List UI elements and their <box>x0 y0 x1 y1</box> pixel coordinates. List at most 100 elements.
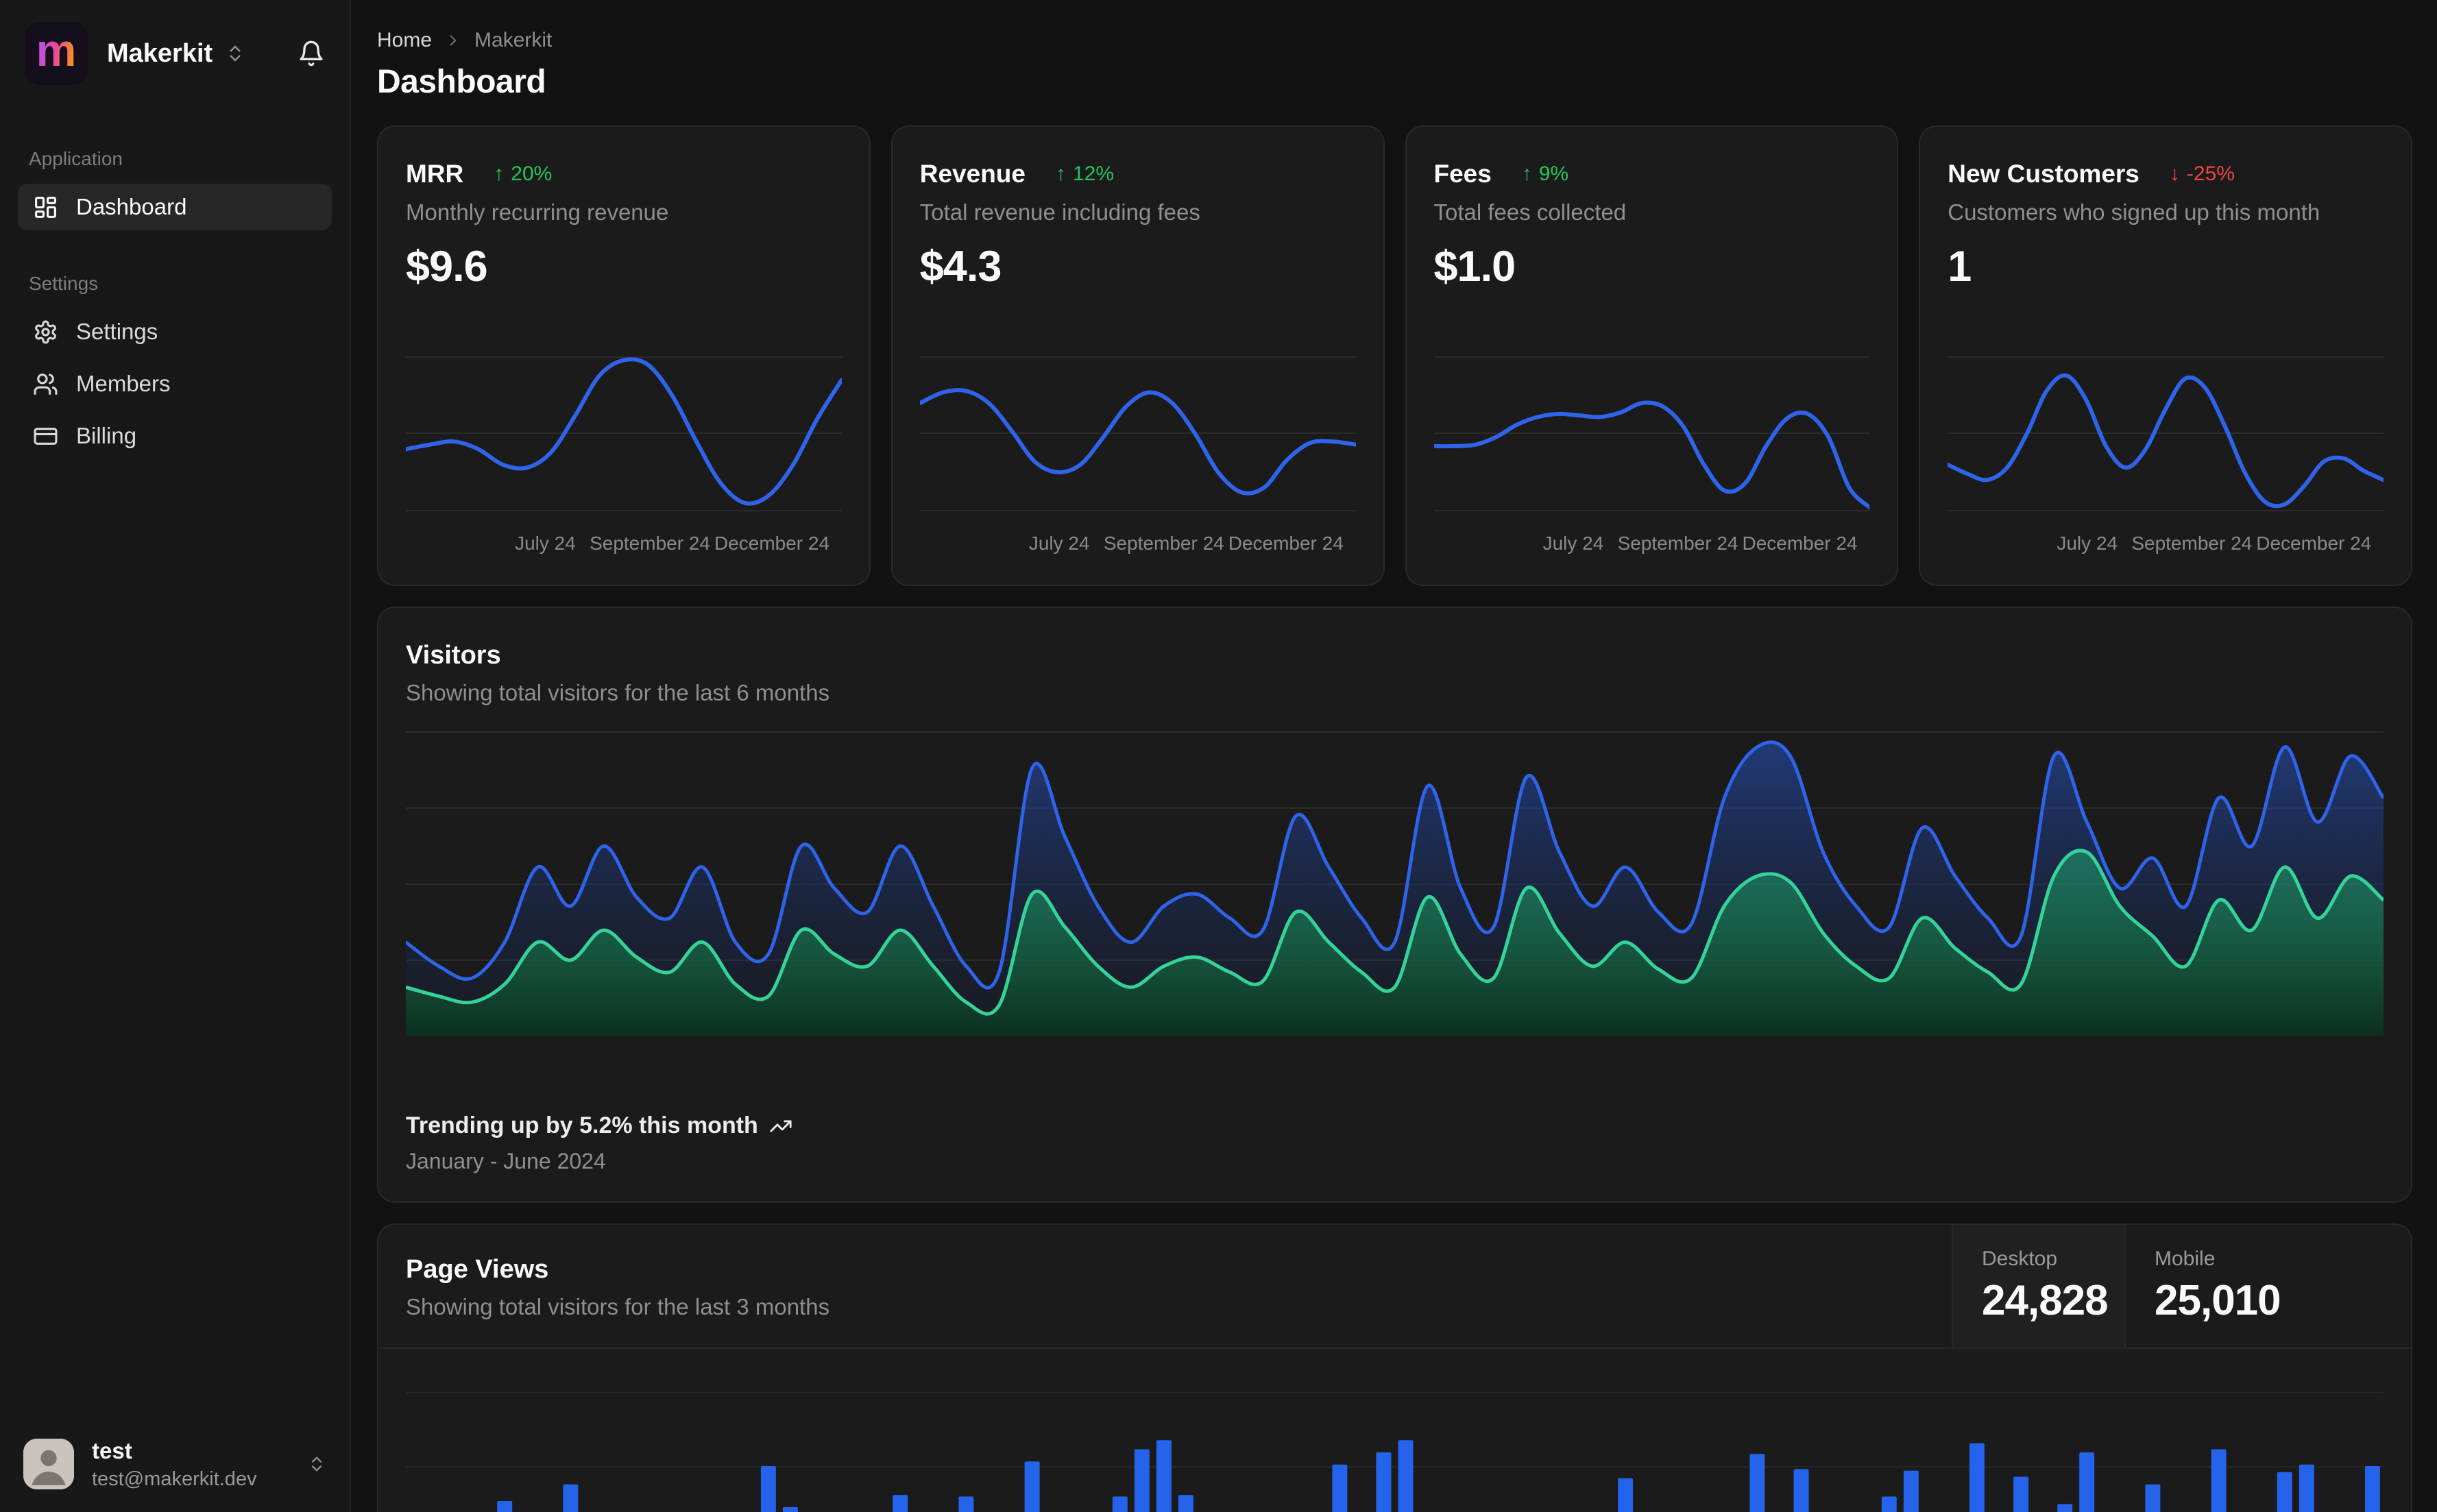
visitors-period: January - June 2024 <box>406 1149 606 1173</box>
x-tick: July 24 <box>515 533 576 554</box>
stat-card-revenue: Revenue ↑ 12% Total revenue including fe… <box>890 125 1385 586</box>
x-axis-labels: July 24 September 24 December 24 <box>1434 530 1870 560</box>
trend-value: 20% <box>511 162 553 185</box>
desktop-label: Desktop <box>1982 1247 2058 1270</box>
trend-text: Trending up by 5.2% this month <box>406 1112 758 1138</box>
trend-badge: ↑ 9% <box>1522 162 1568 186</box>
x-tick: September 24 <box>2131 533 2253 554</box>
page-views-title: Page Views <box>406 1255 549 1284</box>
user-email: test@makerkit.dev <box>92 1467 257 1490</box>
page-views-subtitle: Showing total visitors for the last 3 mo… <box>406 1294 830 1319</box>
breadcrumb: Home Makerkit <box>377 29 2412 52</box>
user-meta: test test@makerkit.dev <box>92 1437 257 1492</box>
stat-title: Revenue <box>919 160 1026 188</box>
stat-title: Fees <box>1433 160 1492 188</box>
visitors-title: Visitors <box>406 641 501 670</box>
arrow-down-icon: ↓ <box>2169 162 2180 185</box>
workspace-name: Makerkit <box>107 38 213 68</box>
stat-value: $1.0 <box>1433 243 1516 291</box>
mobile-label: Mobile <box>2155 1247 2216 1270</box>
logo-letter: m <box>36 25 77 75</box>
visitors-area-chart <box>406 731 2384 1036</box>
sparkline-chart: July 24 September 24 December 24 <box>1948 347 2384 560</box>
x-tick: December 24 <box>714 533 830 554</box>
x-tick: September 24 <box>1617 533 1738 554</box>
stat-cards-row: MRR ↑ 20% Monthly recurring revenue $9.6… <box>377 125 2412 586</box>
sparkline-chart: July 24 September 24 December 24 <box>919 347 1356 560</box>
stat-card-mrr: MRR ↑ 20% Monthly recurring revenue $9.6… <box>377 125 871 586</box>
page-views-bar-chart <box>378 1349 2411 1512</box>
x-tick: September 24 <box>590 533 710 554</box>
sparkline-chart: July 24 September 24 December 24 <box>1433 347 1870 560</box>
main-content: Home Makerkit Dashboard MRR ↑ 20% Monthl… <box>351 0 2437 1512</box>
page-header: Home Makerkit Dashboard <box>351 0 2437 101</box>
sidebar-item-label: Billing <box>76 423 137 448</box>
page-views-header: Page Views Showing total visitors for th… <box>378 1225 2411 1349</box>
nav-section-settings: Settings <box>29 273 99 294</box>
desktop-value: 24,828 <box>1982 1277 2109 1324</box>
trend-value: 9% <box>1538 162 1569 185</box>
gear-icon <box>33 319 58 345</box>
trend-badge: ↓ -25% <box>2170 162 2235 186</box>
sidebar-item-settings[interactable]: Settings <box>18 308 332 355</box>
trend-badge: ↑ 12% <box>1056 162 1114 186</box>
stat-value: $4.3 <box>919 243 1002 291</box>
arrow-up-icon: ↑ <box>494 162 505 185</box>
sidebar-item-label: Members <box>76 371 171 396</box>
credit-card-icon <box>33 424 58 449</box>
dashboard-icon <box>33 195 58 220</box>
sidebar: m Makerkit Application Dashboard Setting… <box>0 0 351 1512</box>
user-menu[interactable]: test test@makerkit.dev <box>0 1416 350 1512</box>
avatar <box>23 1438 74 1489</box>
chevrons-up-down-icon <box>225 43 245 64</box>
sidebar-nav: Application Dashboard Settings Settings … <box>0 106 350 465</box>
sidebar-item-members[interactable]: Members <box>18 361 332 407</box>
notifications-button[interactable] <box>298 40 325 67</box>
mobile-value: 25,010 <box>2155 1277 2281 1324</box>
chevrons-up-down-icon <box>307 1454 326 1474</box>
visitors-footer: Trending up by 5.2% this month January -… <box>406 1112 2384 1174</box>
trend-badge: ↑ 20% <box>494 162 552 186</box>
stat-title: New Customers <box>1948 160 2139 188</box>
stat-value: 1 <box>1948 243 1972 291</box>
x-tick: September 24 <box>1103 533 1224 554</box>
user-name: test <box>92 1437 132 1463</box>
visitors-card: Visitors Showing total visitors for the … <box>377 607 2412 1203</box>
x-tick: July 24 <box>1028 533 1090 554</box>
x-axis-labels: July 24 September 24 December 24 <box>920 530 1356 560</box>
page-views-heading: Page Views Showing total visitors for th… <box>378 1225 1952 1348</box>
x-tick: December 24 <box>2256 533 2372 554</box>
trend-value: -25% <box>2186 162 2235 185</box>
stat-card-fees: Fees ↑ 9% Total fees collected $1.0 July… <box>1405 125 1899 586</box>
workspace-selector[interactable]: m Makerkit <box>0 0 350 106</box>
users-icon <box>33 371 58 397</box>
x-axis-labels: July 24 September 24 December 24 <box>1948 530 2384 560</box>
arrow-up-icon: ↑ <box>1055 162 1066 185</box>
trending-up-icon <box>769 1114 792 1138</box>
nav-section-application: Application <box>29 148 123 169</box>
breadcrumb-current: Makerkit <box>474 29 553 51</box>
chevron-right-icon <box>444 32 462 49</box>
sidebar-item-label: Settings <box>76 319 158 344</box>
breadcrumb-home-link[interactable]: Home <box>377 29 433 51</box>
stat-subtitle: Total revenue including fees <box>919 199 1200 225</box>
sidebar-item-label: Dashboard <box>76 194 187 219</box>
makerkit-logo: m <box>25 22 88 85</box>
page-title: Dashboard <box>377 64 546 100</box>
toggle-desktop[interactable]: Desktop 24,828 <box>1952 1225 2124 1348</box>
x-tick: July 24 <box>1542 533 1604 554</box>
arrow-up-icon: ↑ <box>1521 162 1532 185</box>
toggle-mobile[interactable]: Mobile 25,010 <box>2124 1225 2411 1348</box>
stat-value: $9.6 <box>406 243 488 291</box>
sidebar-item-dashboard[interactable]: Dashboard <box>18 184 332 230</box>
x-axis-labels: July 24 September 24 December 24 <box>406 530 842 560</box>
stat-subtitle: Customers who signed up this month <box>1948 199 2320 225</box>
sparkline-chart: July 24 September 24 December 24 <box>406 347 842 560</box>
stat-title: MRR <box>406 160 464 188</box>
trend-value: 12% <box>1072 162 1115 185</box>
visitors-subtitle: Showing total visitors for the last 6 mo… <box>406 680 830 705</box>
sidebar-item-billing[interactable]: Billing <box>18 413 332 459</box>
bell-icon <box>298 40 325 67</box>
x-tick: December 24 <box>1228 533 1344 554</box>
x-tick: July 24 <box>2057 533 2118 554</box>
